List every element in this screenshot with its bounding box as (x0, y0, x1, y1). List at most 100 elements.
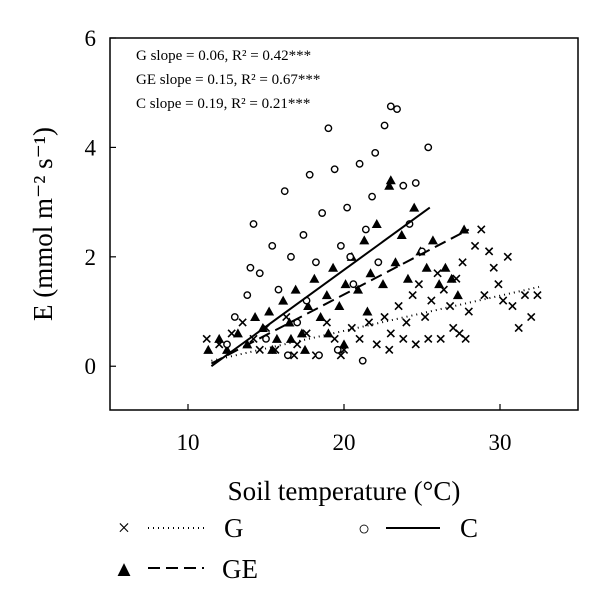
point-g-18 (380, 312, 389, 322)
point-c-34 (358, 356, 367, 365)
point-c-16 (336, 241, 345, 250)
point-ge-0 (203, 344, 214, 354)
y-tick-label-1: 2 (85, 245, 97, 270)
point-g-30 (458, 258, 467, 267)
point-c-0 (230, 313, 239, 321)
point-ge-41 (300, 344, 310, 354)
point-g-49 (424, 334, 433, 344)
legend: × G ○ C ▲ GE (113, 513, 478, 584)
point-c-26 (399, 181, 408, 190)
legend-symbol-ge: ▲ (113, 556, 135, 581)
point-ge-22 (359, 235, 370, 245)
point-c-23 (380, 121, 389, 130)
point-g-47 (461, 334, 470, 344)
fit-lines (210, 206, 540, 368)
point-g-0 (202, 334, 211, 344)
point-ge-2 (222, 344, 232, 354)
point-ge-35 (440, 262, 451, 272)
point-g-25 (427, 296, 436, 305)
point-g-35 (484, 247, 494, 256)
point-c-36 (246, 263, 255, 272)
point-g-44 (533, 290, 542, 300)
point-g-16 (364, 318, 374, 327)
point-g-37 (494, 280, 503, 289)
point-c-38 (346, 252, 355, 261)
point-ge-8 (271, 333, 282, 343)
point-g-41 (514, 323, 523, 333)
point-c-18 (349, 280, 358, 289)
point-ge-30 (409, 202, 420, 212)
fit-line-ge (210, 228, 470, 365)
point-ge-34 (434, 279, 445, 289)
point-ge-42 (267, 344, 278, 354)
point-c-17 (343, 203, 352, 212)
x-tick-label-1: 20 (333, 430, 356, 455)
point-g-51 (399, 334, 408, 344)
point-c-35 (223, 340, 231, 349)
point-ge-12 (296, 328, 307, 338)
y-axis-title: E (mmol m⁻² s⁻¹) (28, 127, 58, 321)
point-c-30 (424, 143, 433, 152)
point-ge-5 (250, 312, 261, 321)
point-c-5 (268, 241, 277, 250)
point-ge-40 (339, 339, 349, 349)
point-c-8 (287, 252, 295, 261)
point-ge-36 (446, 273, 457, 283)
point-c-10 (299, 231, 308, 239)
point-g-40 (508, 301, 517, 311)
point-c-13 (318, 209, 327, 217)
point-ge-3 (232, 328, 243, 338)
annotation-ge: GE slope = 0.15, R² = 0.67*** (136, 72, 320, 88)
point-g-23 (414, 280, 424, 289)
point-g-48 (436, 334, 445, 344)
axis-ticks: 10 20 30 0 2 4 6 (85, 26, 512, 455)
point-c-7 (280, 187, 289, 196)
point-g-55 (255, 345, 264, 354)
legend-symbol-g: × (118, 515, 130, 540)
point-g-3 (238, 318, 247, 327)
point-ge-26 (384, 180, 395, 190)
point-ge-24 (371, 219, 382, 228)
point-c-14 (324, 124, 333, 133)
x-tick-label-0: 10 (177, 430, 200, 455)
point-g-42 (520, 290, 530, 300)
point-c-20 (361, 225, 370, 234)
point-ge-32 (421, 262, 432, 272)
point-c-1 (243, 291, 252, 300)
point-g-20 (394, 301, 403, 311)
point-g-52 (385, 345, 394, 354)
legend-label-c: C (460, 513, 478, 543)
point-c-2 (249, 220, 258, 228)
point-ge-19 (340, 279, 351, 289)
point-g-39 (503, 252, 512, 261)
point-ge-13 (303, 301, 314, 311)
plot-frame (109, 37, 579, 411)
point-g-34 (480, 290, 489, 300)
point-g-22 (408, 290, 417, 300)
point-ge-23 (365, 268, 376, 278)
point-g-50 (411, 340, 420, 349)
point-g-54 (289, 351, 299, 360)
point-c-24 (386, 102, 395, 111)
point-c-33 (333, 345, 342, 354)
point-g-28 (445, 301, 455, 311)
point-c-19 (355, 159, 364, 168)
point-c-32 (283, 351, 292, 360)
point-ge-25 (378, 279, 388, 289)
point-c-11 (305, 170, 314, 179)
point-g-32 (470, 241, 480, 251)
legend-label-ge: GE (222, 554, 258, 584)
point-ge-9 (278, 295, 289, 305)
point-ge-11 (290, 284, 301, 294)
point-ge-37 (452, 290, 463, 300)
annotation-g: G slope = 0.06, R² = 0.42*** (136, 48, 311, 64)
point-c-25 (393, 105, 401, 114)
point-ge-7 (264, 306, 275, 316)
fit-line-g (211, 285, 540, 362)
point-ge-28 (396, 229, 407, 239)
point-c-39 (371, 148, 380, 157)
point-ge-38 (459, 224, 470, 234)
y-tick-label-2: 4 (85, 135, 97, 160)
point-g-21 (402, 318, 411, 327)
data-marks (202, 102, 542, 365)
